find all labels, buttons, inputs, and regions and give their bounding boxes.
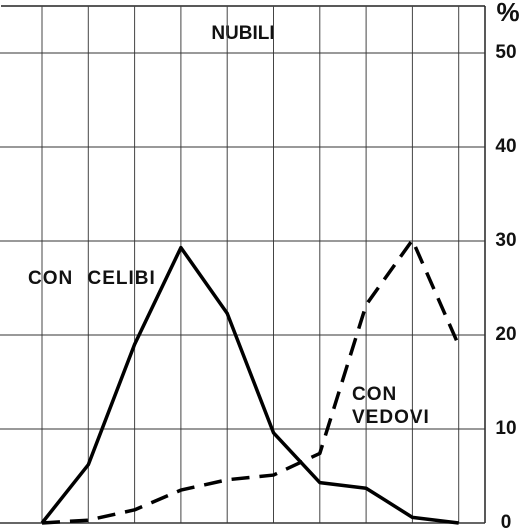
- y-tick-label: 20: [495, 324, 516, 345]
- line: [41, 238, 461, 525]
- y-tick-label: 30: [495, 230, 516, 251]
- y-tick-label: 50: [495, 42, 516, 63]
- y-unit: %: [496, 0, 519, 27]
- y-tick-label: 10: [495, 418, 516, 439]
- line: [40, 245, 459, 525]
- series-label: CON VEDOVI: [352, 384, 430, 428]
- chart-title: NUBILI: [211, 23, 274, 44]
- y-tick-label: 0: [501, 512, 512, 530]
- series-label: CON CELIBI: [28, 268, 156, 289]
- y-tick-label: 40: [495, 136, 516, 157]
